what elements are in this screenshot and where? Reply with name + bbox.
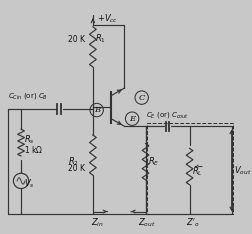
Text: $R_s$: $R_s$ [24,133,35,146]
Text: 20 K: 20 K [68,164,85,173]
Text: $V_s$: $V_s$ [24,178,35,190]
Text: $+V_{cc}$: $+V_{cc}$ [97,13,118,25]
Text: $C_{Cin}$ (or) $C_B$: $C_{Cin}$ (or) $C_B$ [8,91,48,101]
Text: C: C [139,94,145,102]
Text: E: E [129,115,135,123]
Text: B: B [94,106,100,114]
Text: $R_E$: $R_E$ [148,156,160,168]
Text: 20 K: 20 K [68,35,85,44]
Text: $R_2$: $R_2$ [68,156,79,168]
Text: $R_L$: $R_L$ [193,165,203,178]
Text: $V_{out}$: $V_{out}$ [234,164,251,177]
Text: 1 k$\Omega$: 1 k$\Omega$ [24,144,43,155]
Text: $Z_{in}$: $Z_{in}$ [91,217,104,229]
Text: $Z'_o$: $Z'_o$ [186,217,200,229]
Text: $R_1$: $R_1$ [95,33,106,45]
Text: $Z_{out}$: $Z_{out}$ [138,217,155,229]
Text: $C_E$ (or) $C_{cout}$: $C_E$ (or) $C_{cout}$ [146,110,190,120]
